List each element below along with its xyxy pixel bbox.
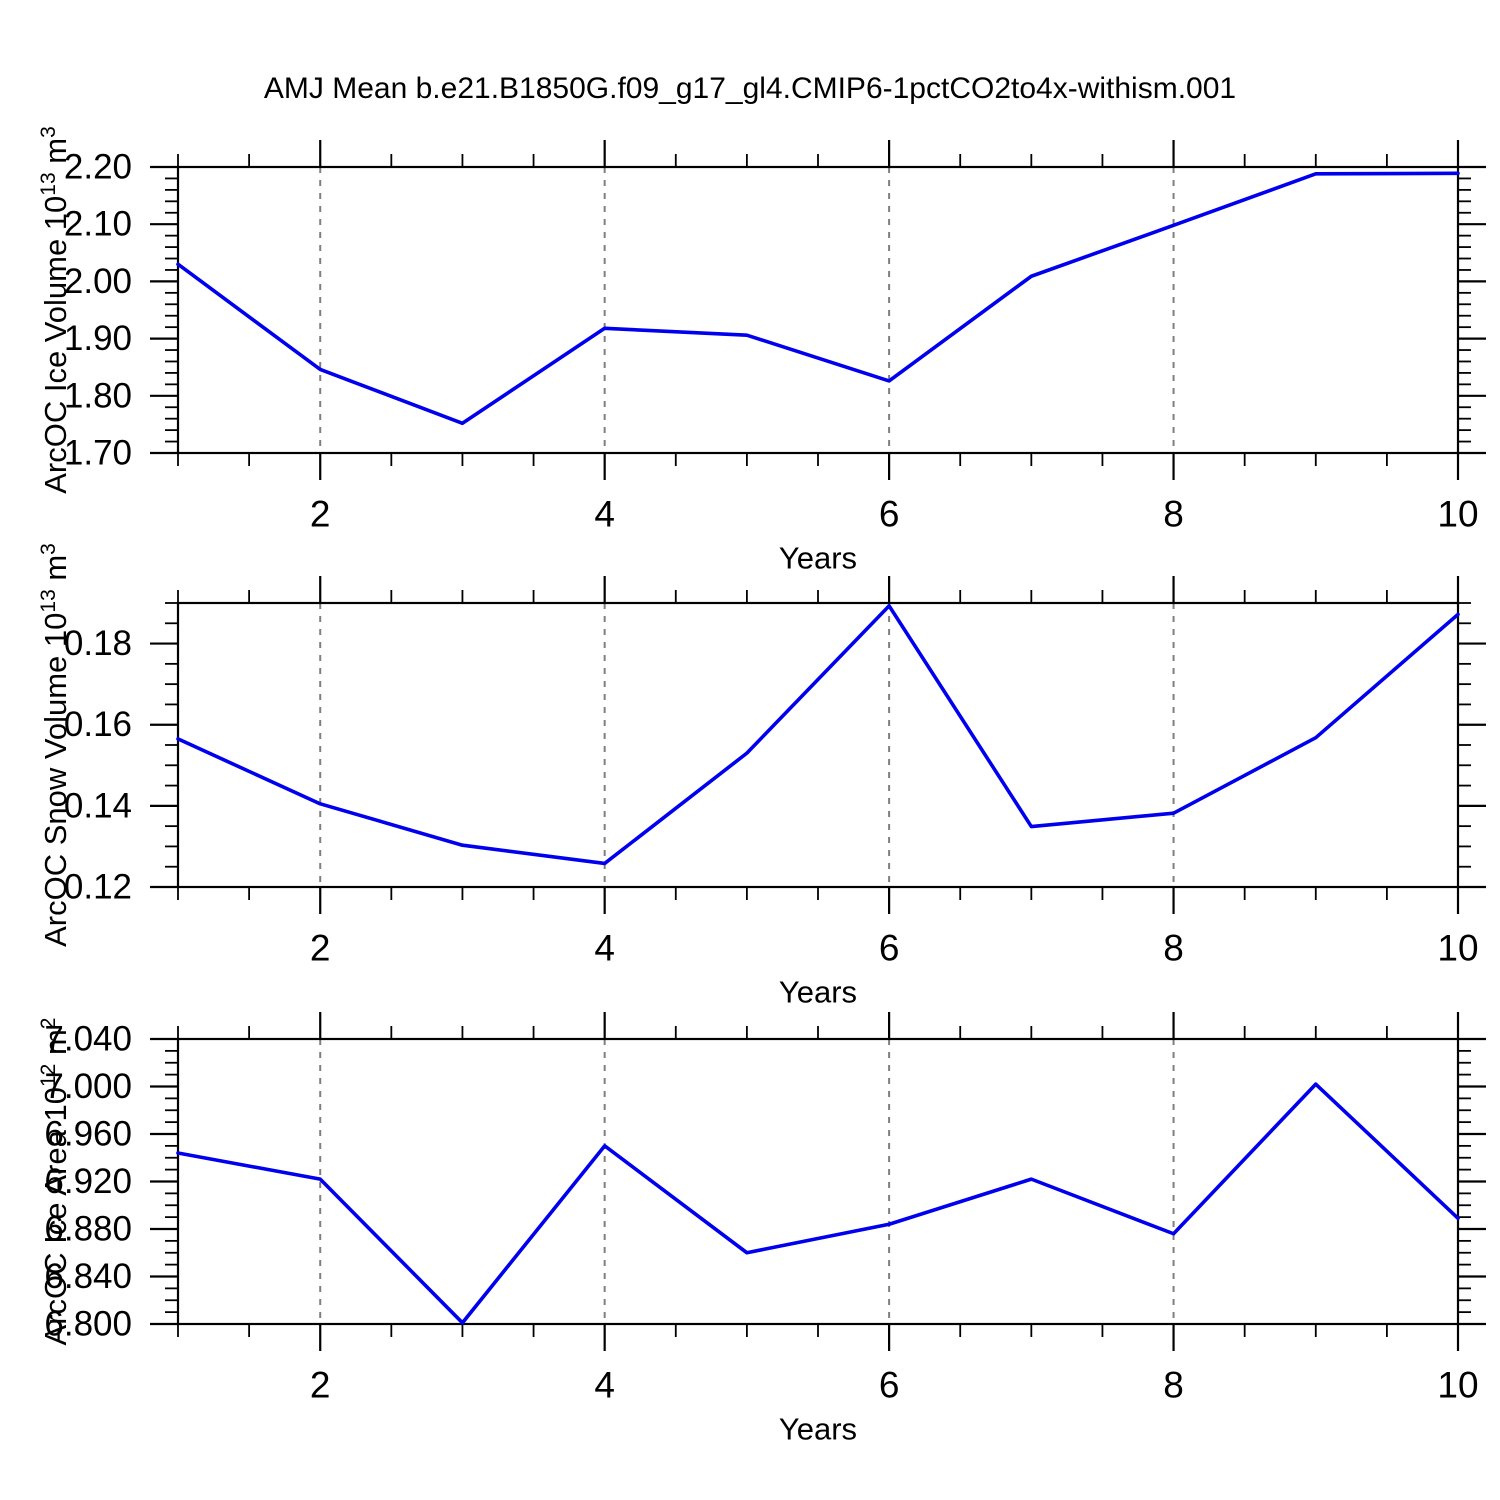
x-tick-label: 4 xyxy=(594,1365,615,1406)
x-tick-label: 2 xyxy=(310,494,331,535)
x-tick-label: 2 xyxy=(310,928,331,969)
plot-frame xyxy=(176,1037,1460,1326)
ice-volume-panel: 2 4 6 8 10 1.70 1.80 1.90 2.00 2.10 2.20 Years ArcOC… xyxy=(37,126,1486,576)
y-tick-label: 0.14 xyxy=(64,786,132,825)
x-tick-label: 6 xyxy=(879,494,900,535)
y-axis-title: ArcOC Snow Volume 1013​ m3​ xyxy=(37,543,73,947)
x-tick-label: 10 xyxy=(1437,1365,1478,1406)
plot-frame xyxy=(176,601,1460,889)
snow-volume-series-line xyxy=(176,604,1460,866)
x-tick-label: 10 xyxy=(1437,928,1478,969)
ice-volume-series-line xyxy=(176,171,1460,426)
y-tick-label: 2.10 xyxy=(64,205,132,244)
y-tick-label: 0.12 xyxy=(64,868,132,907)
y-axis-title: ArcOC Ice Volume 1013​ m3​ xyxy=(37,126,73,494)
x-tick-label: 8 xyxy=(1163,1365,1184,1406)
x-axis-title: Years xyxy=(779,975,857,1010)
y-tick-label: 7.000 xyxy=(44,1067,132,1106)
y-tick-label: 0.16 xyxy=(64,705,132,744)
y-tick-label: 6.920 xyxy=(44,1162,132,1201)
plot-frame xyxy=(176,165,1460,455)
x-tick-label: 6 xyxy=(879,928,900,969)
x-tick-label: 4 xyxy=(594,928,615,969)
y-tick-label: 1.90 xyxy=(64,319,132,358)
x-tick-label: 10 xyxy=(1437,494,1478,535)
y-axis-title: ArcOC Ice Area 1012​ m2​ xyxy=(37,1018,73,1346)
x-tick-label: 8 xyxy=(1163,494,1184,535)
y-tick-label: 6.960 xyxy=(44,1115,132,1154)
x-tick-label: 2 xyxy=(310,1365,331,1406)
x-tick-label: 8 xyxy=(1163,928,1184,969)
y-tick-label: 2.00 xyxy=(64,262,132,301)
y-tick-label: 6.800 xyxy=(44,1305,132,1344)
y-tick-label: 7.040 xyxy=(44,1020,132,1059)
y-tick-label: 1.80 xyxy=(64,376,132,415)
plot-title: AMJ Mean b.e21.B1850G.f09_g17_gl4.CMIP6-… xyxy=(263,72,1237,105)
x-axis-title: Years xyxy=(779,1412,857,1447)
y-tick-label: 2.20 xyxy=(64,148,132,187)
x-tick-label: 6 xyxy=(879,1365,900,1406)
snow-volume-panel: 2 4 6 8 10 0.12 0.14 0.16 0.18 Years ArcOC Snow Vo… xyxy=(37,543,1486,1010)
y-tick-label: 0.18 xyxy=(64,624,132,663)
ice-area-panel: 2 4 6 8 10 6.800 6.840 6.880 6.920 6.960 7.000 7.04… xyxy=(37,1012,1486,1447)
x-tick-label: 4 xyxy=(594,494,615,535)
x-axis-title: Years xyxy=(779,541,857,576)
ice-area-series-line xyxy=(176,1082,1460,1325)
y-tick-label: 6.880 xyxy=(44,1210,132,1249)
y-tick-label: 6.840 xyxy=(44,1257,132,1296)
y-tick-label: 1.70 xyxy=(64,434,132,473)
